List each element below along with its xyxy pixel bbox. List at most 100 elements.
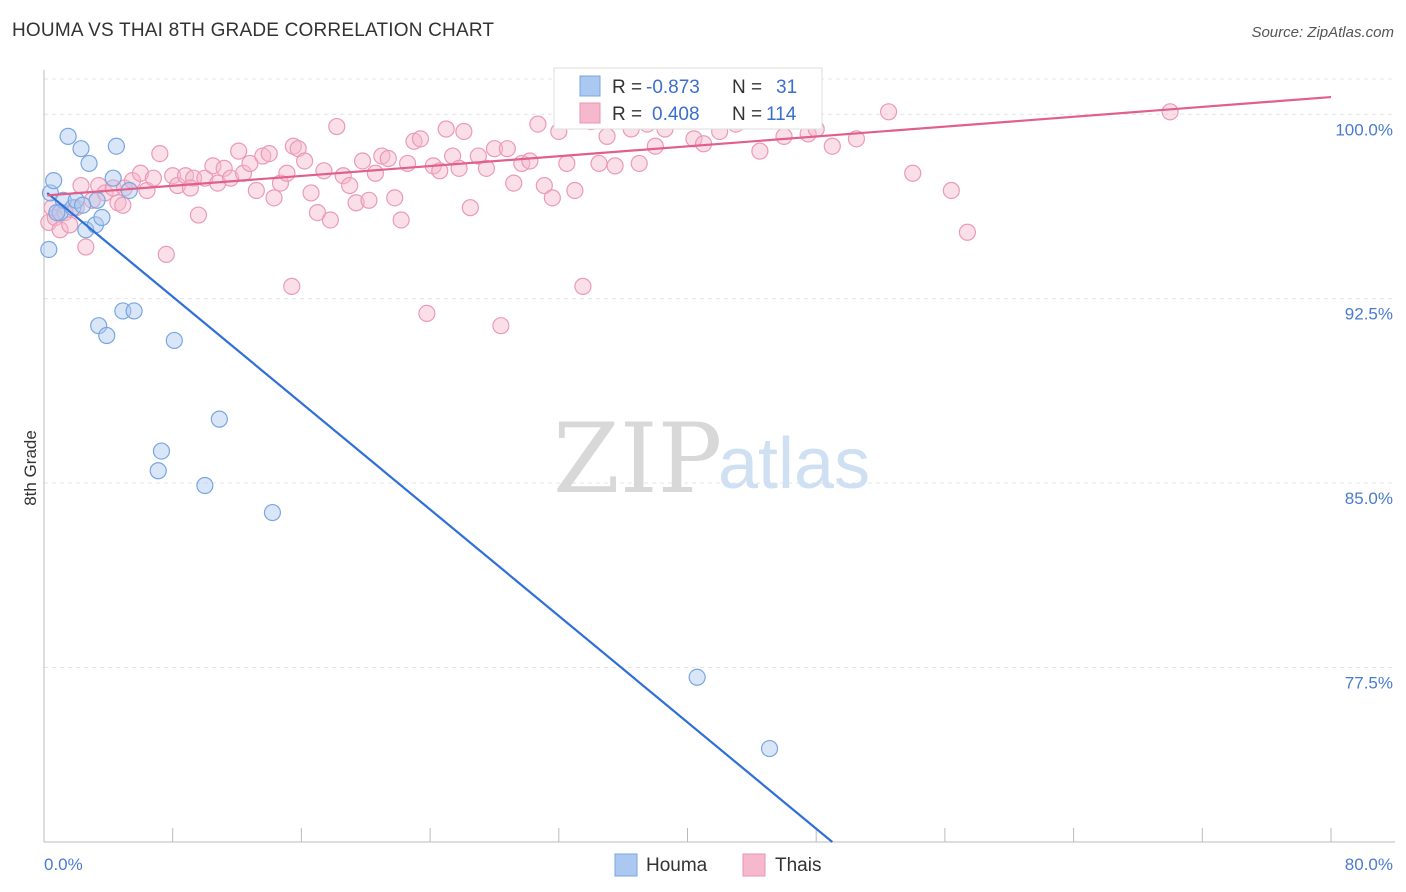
point-thais [144,169,162,187]
y-tick-label: 92.5% [1345,305,1393,324]
point-thais [574,277,592,295]
point-thais [260,144,278,163]
legend-n-label-thais: N = [732,104,762,125]
point-thais [847,130,866,148]
point-houma [48,203,66,222]
point-thais [590,154,608,173]
point-thais [904,164,922,182]
point-thais [321,211,339,229]
point-thais [606,157,624,175]
point-thais [181,179,199,197]
point-houma [59,127,77,145]
point-thais [431,162,449,180]
point-thais [283,277,301,295]
point-thais [529,115,547,133]
watermark-zip: ZIP [553,403,722,515]
point-thais [157,245,175,263]
point-thais [341,176,359,195]
bottom-legend-swatch-houma [614,853,638,877]
legend-r-value-thais: 0.408 [652,104,700,125]
point-houma [104,169,122,187]
tick-labels: 100.0% 92.5% 85.0% 77.5% 0.0% 80.0% [44,120,1393,874]
point-thais [308,203,327,222]
x-tick-label: 0.0% [44,855,83,874]
source-label: Source: ZipAtlas.com [1251,24,1394,41]
point-thais [265,189,283,207]
bottom-legend-label-houma: Houma [646,855,708,876]
point-thais [278,164,296,182]
y-axis-title: 8th Grade [21,430,40,506]
point-houma [196,476,214,495]
point-thais [485,140,504,158]
point-thais [284,137,302,155]
point-thais [566,181,584,200]
point-thais [823,137,841,155]
point-thais [543,189,561,207]
bottom-legend: Houma Thais [614,853,821,877]
point-thais [505,174,523,192]
point-thais [241,154,259,173]
point-thais [958,223,977,241]
point-thais [360,191,378,209]
point-thais [189,206,208,224]
point-houma [152,442,171,460]
point-thais [164,167,182,185]
chart-title: HOUMA VS THAI 8TH GRADE CORRELATION CHAR… [12,20,495,41]
point-thais [131,164,150,182]
bottom-legend-label-thais: Thais [775,855,821,876]
point-thais [302,184,320,202]
trend-line-thais [47,95,1332,197]
point-thais [498,140,516,158]
point-thais [411,130,430,148]
axes [43,70,1395,843]
point-houma [125,302,143,320]
y-tick-label: 77.5% [1345,673,1393,692]
point-thais [247,181,265,200]
legend-n-value-houma: 31 [776,77,797,98]
legend-box: R = -0.873 N = 31 R = 0.408 N = 114 [553,67,823,130]
point-houma [149,462,167,480]
legend-n-label-houma: N = [732,77,762,98]
point-thais [328,117,346,136]
y-tick-label: 85.0% [1345,489,1393,508]
point-thais [477,159,496,177]
trend-lines [46,95,1332,843]
legend-swatch-houma [579,75,601,97]
point-houma [165,331,183,350]
point-thais [61,216,79,234]
point-houma [688,668,706,686]
point-thais [296,152,314,170]
bottom-legend-swatch-thais [742,853,766,877]
point-thais [392,211,410,229]
legend-r-label-houma: R = [612,77,642,98]
point-thais [215,159,233,177]
point-thais [353,152,372,170]
point-thais [646,137,664,155]
point-thais [315,162,333,180]
point-houma [45,172,63,190]
point-thais [775,127,793,145]
trend-line-houma [46,192,833,843]
legend-r-value-houma: -0.873 [646,77,700,98]
point-thais [366,164,385,182]
x-tick-label: 80.0% [1345,855,1393,874]
watermark-atlas: atlas [718,424,870,504]
point-thais [51,221,69,239]
watermark: ZIP atlas [553,403,870,515]
point-thais [72,176,90,195]
legend-swatch-thais [579,102,601,124]
point-thais [461,199,479,217]
point-thais [114,196,132,214]
y-tick-label: 100.0% [1335,120,1393,139]
point-thais [379,149,397,168]
point-thais [271,174,290,192]
point-thais [455,122,473,141]
point-houma [760,739,779,758]
point-houma [210,410,228,428]
point-thais [879,103,898,121]
legend-r-label-thais: R = [612,104,642,125]
point-thais [492,317,510,335]
point-houma [98,326,116,345]
point-thais [230,142,248,160]
point-thais [535,176,553,195]
